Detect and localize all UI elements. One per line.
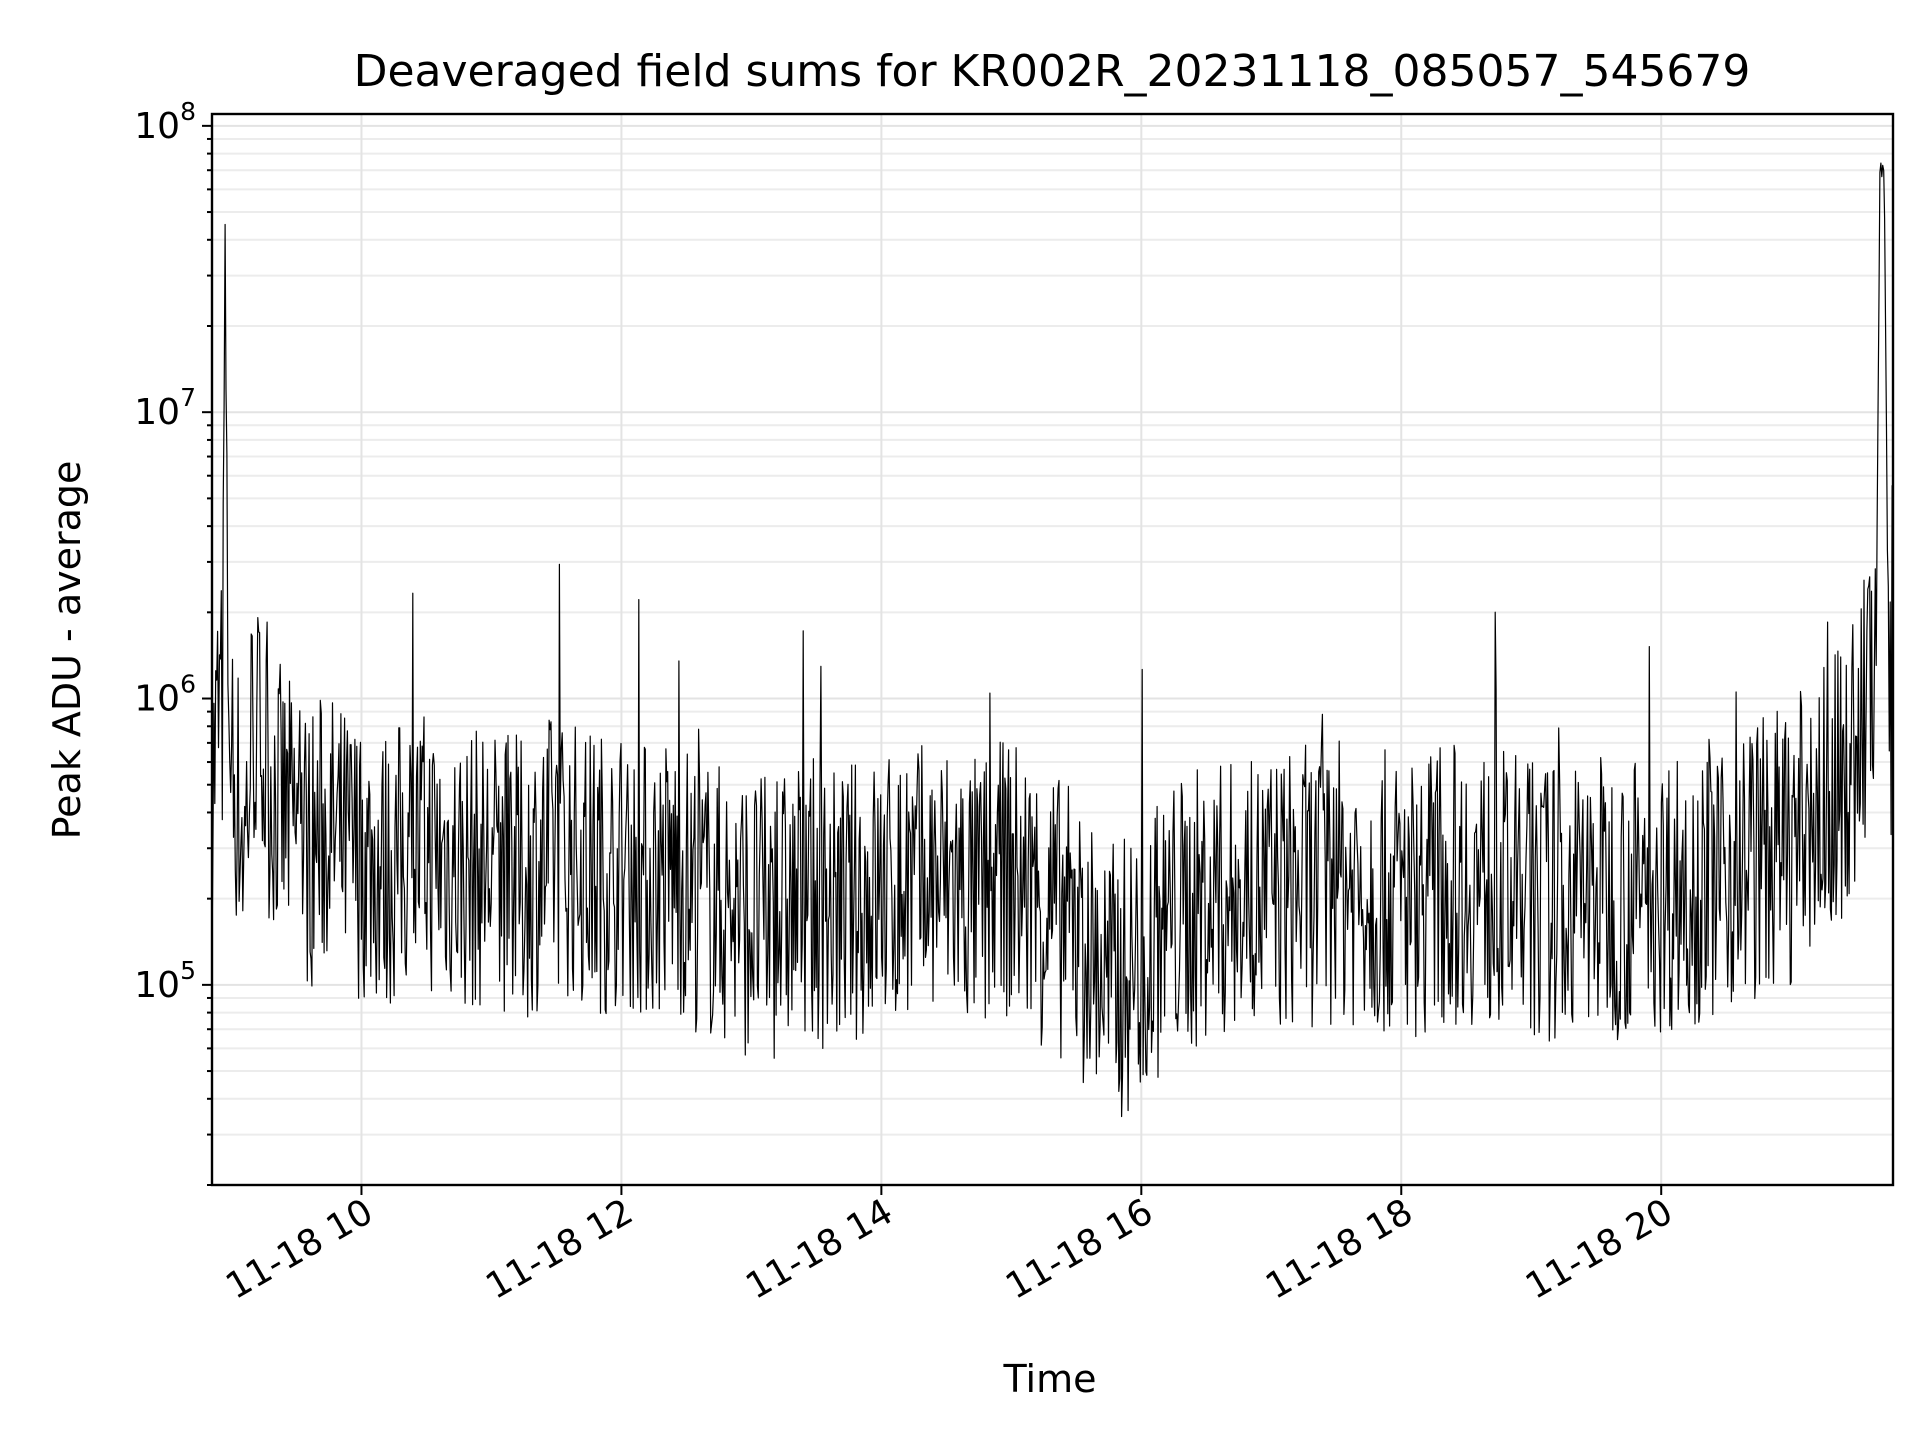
x-tick-label: 11-18 20 [1519, 1191, 1680, 1307]
x-tick-label: 11-18 18 [1259, 1191, 1420, 1307]
x-axis-label: Time [1003, 1357, 1097, 1401]
y-tick-label: 108 [134, 97, 196, 147]
x-tick-label: 11-18 12 [479, 1191, 640, 1307]
series-layer [211, 162, 1894, 1118]
grid [212, 114, 1893, 1186]
y-tick-label: 105 [134, 956, 196, 1006]
y-axis-label: Peak ADU - average [45, 461, 89, 840]
y-tick-label: 106 [134, 670, 196, 720]
ticks: 105 106 107 108 11-18 10 11-18 12 11-18 14 11-1… [134, 97, 1679, 1308]
x-tick-label: 11-18 16 [999, 1191, 1160, 1307]
plot-frame [210, 112, 1895, 1187]
x-tick-label: 11-18 14 [739, 1191, 900, 1307]
chart-title: Deaveraged field sums for KR002R_2023111… [354, 46, 1751, 97]
series-line [211, 162, 1894, 1118]
y-tick-label: 107 [134, 383, 196, 433]
x-tick-label: 11-18 10 [219, 1191, 380, 1307]
